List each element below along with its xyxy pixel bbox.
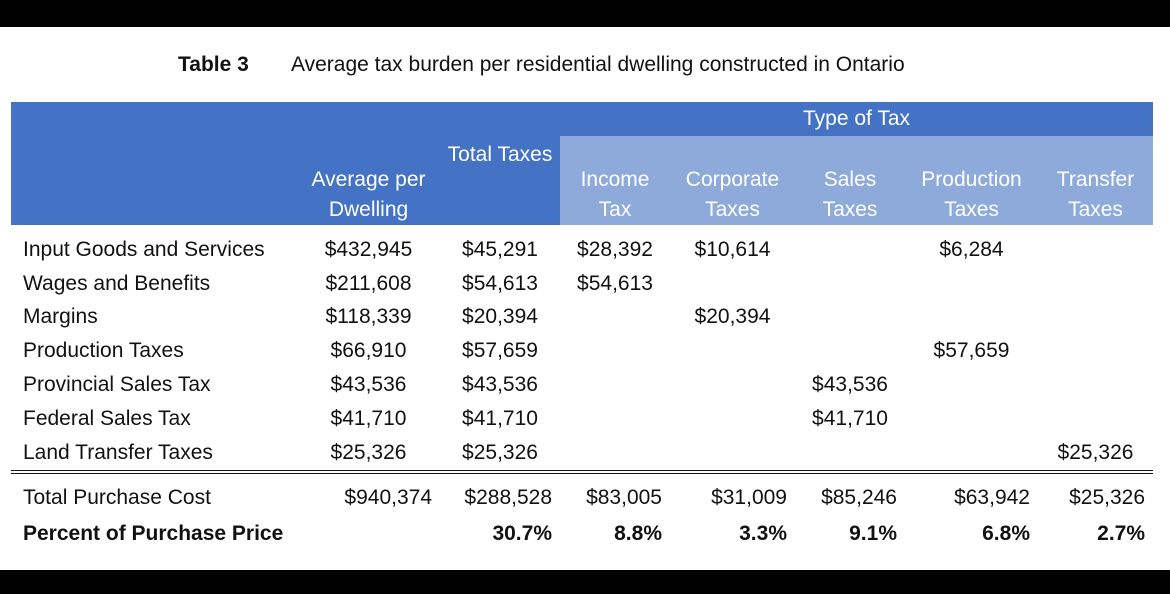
- cell-production: [905, 368, 1038, 402]
- cell-transfer: [1038, 334, 1153, 368]
- cell-transfer: [1038, 267, 1153, 301]
- cell-sales: [795, 334, 905, 368]
- row-label: Wages and Benefits: [23, 271, 211, 295]
- cell-corporate: [670, 334, 795, 368]
- row-label: Production Taxes: [23, 339, 184, 363]
- cell-sales: $85,246: [795, 469, 905, 518]
- cell-income: [560, 436, 670, 472]
- cell-total: $41,710: [462, 406, 538, 430]
- cell-total: 30.7%: [492, 521, 552, 545]
- cell-corporate: [670, 368, 795, 402]
- cell-average: [297, 518, 440, 550]
- cell-total: $288,528: [440, 469, 560, 518]
- header-sales: Sales Taxes: [795, 136, 905, 225]
- table-row: Input Goods and Services $432,945 $45,29…: [11, 233, 1153, 267]
- cell-income: [560, 368, 670, 402]
- cell-sales: [795, 436, 905, 472]
- cell-income: $83,005: [560, 469, 670, 518]
- cell-average: $118,339: [325, 305, 412, 329]
- cell-average: $66,910: [330, 339, 407, 363]
- cell-production: [905, 402, 1038, 436]
- row-label: Land Transfer Taxes: [23, 440, 213, 464]
- cell-income: [560, 301, 670, 335]
- cell-transfer: [1038, 402, 1153, 436]
- cell-corporate: $31,009: [670, 469, 795, 518]
- header-type-of-tax: Type of Tax: [560, 102, 1154, 136]
- cell-income: [560, 334, 670, 368]
- cell-average: $211,608: [325, 271, 412, 295]
- table-caption: Table 3 Average tax burden per residentia…: [178, 53, 905, 77]
- cell-corporate: [670, 267, 795, 301]
- cell-sales: [795, 267, 905, 301]
- cell-sales: [795, 301, 905, 335]
- cell-total: $20,394: [462, 305, 538, 329]
- cell-sales: [795, 233, 905, 267]
- row-label: Input Goods and Services: [23, 237, 265, 261]
- cell-total: $25,326: [462, 440, 538, 464]
- row-label: Federal Sales Tax: [23, 406, 191, 430]
- header-total: Total Taxes: [440, 102, 560, 225]
- tax-burden-table: Average per Dwelling Total Taxes Type of…: [11, 102, 1154, 550]
- row-label: Total Purchase Cost: [11, 469, 297, 518]
- cell-income: $28,392: [577, 237, 653, 261]
- cell-corporate: [670, 436, 795, 472]
- cell-total: $54,613: [462, 271, 538, 295]
- header-blank: [11, 102, 297, 225]
- cell-production: [905, 267, 1038, 301]
- cell-production: [905, 301, 1038, 335]
- cell-total: $43,536: [462, 373, 538, 397]
- percent-row: Percent of Purchase Price 30.7% 8.8% 3.3…: [11, 518, 1153, 550]
- header-average: Average per Dwelling: [297, 102, 440, 225]
- row-label: Provincial Sales Tax: [23, 373, 211, 397]
- cell-average: $432,945: [324, 237, 413, 261]
- cell-production: [905, 436, 1038, 472]
- cell-transfer: $25,326: [1038, 469, 1154, 518]
- cell-total: $57,659: [462, 339, 538, 363]
- cell-average: $25,326: [330, 440, 407, 464]
- header-transfer: Transfer Taxes: [1038, 136, 1154, 225]
- cell-total: $45,291: [462, 237, 538, 261]
- table-row: Provincial Sales Tax $43,536 $43,536 $43…: [11, 368, 1153, 402]
- cell-sales: 9.1%: [849, 521, 897, 545]
- table-row: Margins $118,339 $20,394 $20,394: [11, 301, 1153, 335]
- row-label: Percent of Purchase Price: [23, 521, 284, 545]
- cell-income: 8.8%: [614, 521, 662, 545]
- header-production: Production Taxes: [905, 136, 1038, 225]
- cell-corporate: [670, 402, 795, 436]
- header-corporate: Corporate Taxes: [670, 136, 795, 225]
- table-row: Federal Sales Tax $41,710 $41,710 $41,71…: [11, 402, 1153, 436]
- total-row: Total Purchase Cost $940,374 $288,528 $8…: [11, 469, 1154, 518]
- table-row: Production Taxes $66,910 $57,659 $57,659: [11, 334, 1153, 368]
- cell-corporate: $20,394: [694, 305, 771, 329]
- cell-corporate: $10,614: [694, 237, 771, 261]
- table-row: Land Transfer Taxes $25,326 $25,326 $25,…: [11, 436, 1153, 472]
- cell-sales: $41,710: [812, 406, 888, 430]
- table-row: Wages and Benefits $211,608 $54,613 $54,…: [11, 267, 1153, 301]
- cell-transfer: $25,326: [1057, 440, 1134, 464]
- cell-income: [560, 402, 670, 436]
- cell-production: $63,942: [905, 469, 1038, 518]
- cell-average: $41,710: [330, 406, 407, 430]
- cell-corporate: 3.3%: [739, 521, 787, 545]
- table-number: Table 3: [178, 53, 249, 76]
- cell-transfer: [1038, 368, 1153, 402]
- cell-production: 6.8%: [982, 521, 1030, 545]
- row-label: Margins: [23, 305, 98, 329]
- cell-production: $6,284: [939, 237, 1004, 261]
- cell-sales: $43,536: [812, 373, 888, 397]
- cell-transfer: [1038, 233, 1153, 267]
- cell-transfer: [1038, 301, 1153, 335]
- cell-average: $43,536: [330, 373, 407, 397]
- cell-income: $54,613: [577, 271, 653, 295]
- cell-average: $940,374: [297, 469, 440, 518]
- document-page: Table 3 Average tax burden per residentia…: [0, 27, 1170, 570]
- table-title: Average tax burden per residential dwell…: [291, 53, 905, 76]
- header-income: Income Tax: [560, 136, 670, 225]
- cell-transfer: 2.7%: [1097, 521, 1146, 545]
- cell-production: $57,659: [933, 339, 1010, 363]
